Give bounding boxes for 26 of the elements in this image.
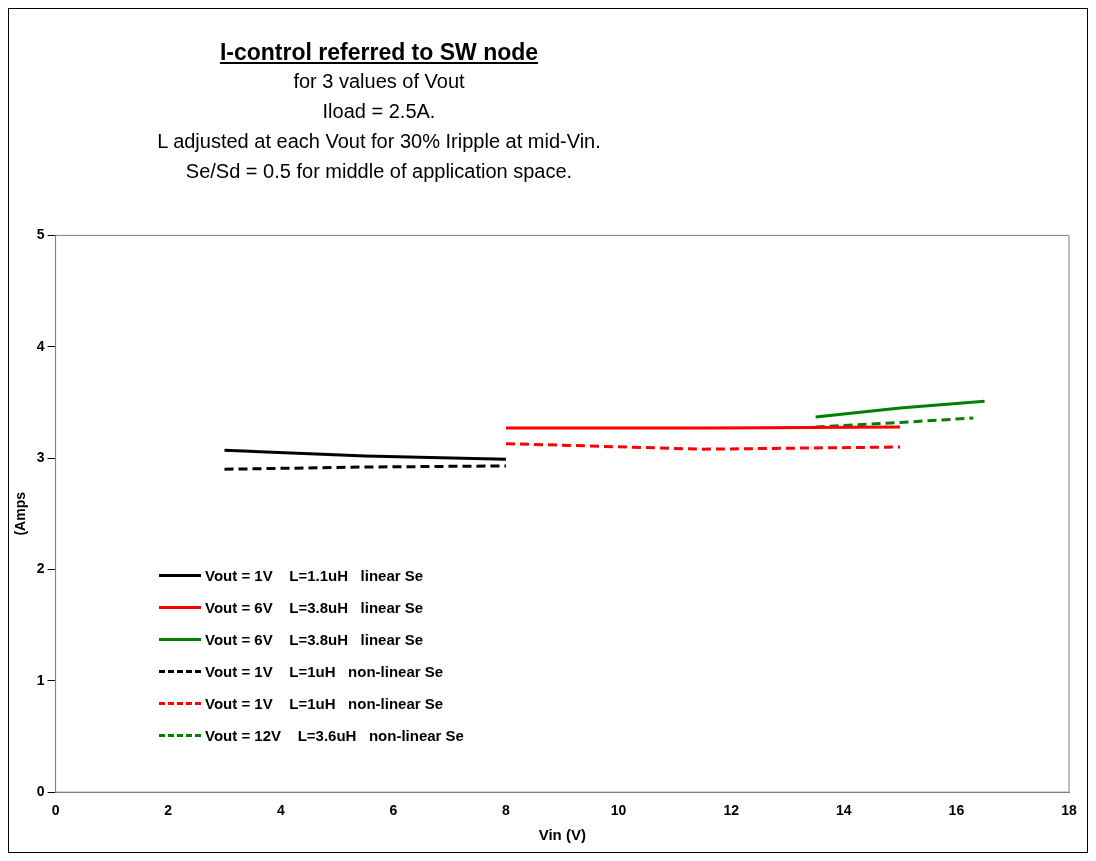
y-tick-label: 1 <box>36 671 45 688</box>
x-tick-label: 14 <box>836 802 852 819</box>
legend-label: Vout = 6V L=3.8uH linear Se <box>205 630 424 648</box>
x-axis-title: Vin (V) <box>538 826 586 844</box>
x-tick-label: 18 <box>1061 802 1077 819</box>
x-tick-label: 16 <box>948 802 965 819</box>
y-tick-label: 4 <box>36 337 45 354</box>
legend-label: Vout = 12V L=3.6uH non-linear Se <box>205 726 464 744</box>
y-tick-label: 0 <box>36 783 45 800</box>
legend-label: Vout = 1V L=1uH non-linear Se <box>205 662 444 680</box>
x-tick-label: 0 <box>51 802 60 819</box>
y-tick-label: 3 <box>36 448 45 465</box>
chart-subtitle: for 3 values of Vout Iload = 2.5A. L adjusted at each Vout for 30% Iripple at mid-Vin. Se/Sd = 0.5 for middle of application space. <box>156 69 602 184</box>
y-tick-label: 2 <box>36 560 45 577</box>
legend-label: Vout = 1V L=1.1uH linear Se <box>205 566 424 584</box>
chart-title: I-control referred to SW node <box>218 39 540 66</box>
legend-label: Vout = 1V L=1uH non-linear Se <box>205 694 444 712</box>
legend-label: Vout = 6V L=3.8uH linear Se <box>205 598 424 616</box>
x-tick-label: 4 <box>276 802 285 819</box>
y-axis-title: (Amps <box>12 491 29 536</box>
x-tick-label: 12 <box>723 802 740 819</box>
x-tick-label: 2 <box>164 802 173 819</box>
y-tick-label: 5 <box>36 226 45 243</box>
x-tick-label: 8 <box>502 802 511 819</box>
x-tick-label: 6 <box>389 802 398 819</box>
x-tick-label: 10 <box>610 802 627 819</box>
